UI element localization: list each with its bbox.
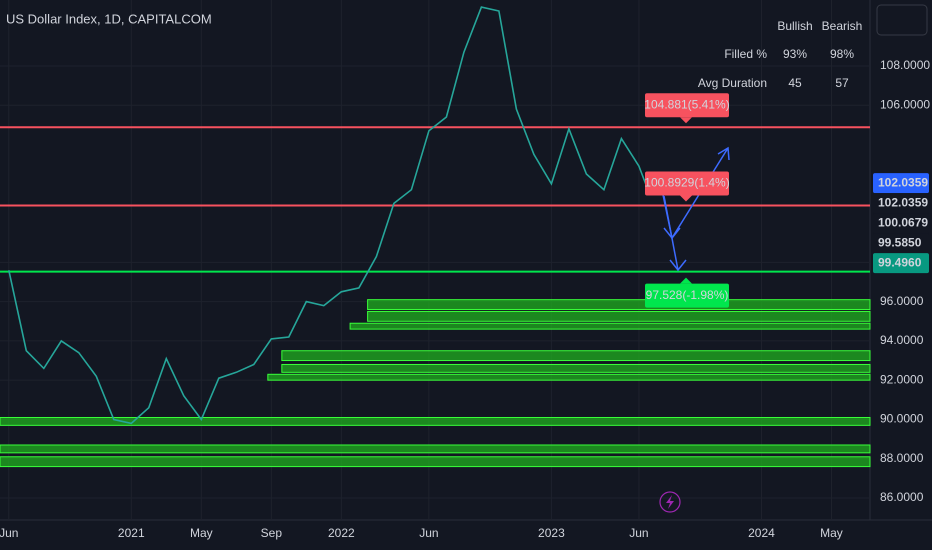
level-label: 97.528(-1.98%) xyxy=(646,288,729,302)
price xyxy=(8,6,651,425)
price-tag xyxy=(873,233,929,254)
x-tick-label: May xyxy=(820,526,843,540)
price-tag xyxy=(873,253,929,274)
y-tick-label: 88.0000 xyxy=(880,451,924,465)
x-tick-label: Jun xyxy=(629,526,648,540)
price-tag xyxy=(873,173,929,194)
level-label: 104.881(5.41%) xyxy=(644,97,729,111)
x-tick-label: 2023 xyxy=(538,526,565,540)
demand-zone xyxy=(367,299,871,310)
x-tick-label: 2021 xyxy=(118,526,145,540)
price-line xyxy=(8,6,651,425)
table-cell: 98% xyxy=(830,47,854,61)
demand-zone xyxy=(0,456,871,468)
x-tick-label: Sep xyxy=(261,526,283,540)
zones xyxy=(0,299,871,468)
chart-title: US Dollar Index, 1D, CAPITALCOM xyxy=(6,11,212,26)
y-tick-label: 108.0000 xyxy=(880,58,930,72)
arrow-head xyxy=(669,259,687,272)
demand-zone xyxy=(0,444,871,454)
price-tag-label: 102.0359 xyxy=(878,175,928,189)
levels xyxy=(0,126,870,273)
x-tick-label: 2024 xyxy=(748,526,775,540)
demand-zone xyxy=(367,310,871,322)
demand-zone xyxy=(281,350,871,362)
price-tag-label: 99.4960 xyxy=(878,255,922,269)
lightning-glyph xyxy=(666,495,674,509)
x-tick-label: Jun xyxy=(419,526,438,540)
level-label-pointer xyxy=(680,117,692,124)
demand-zone xyxy=(0,416,871,426)
arrow-head xyxy=(717,146,730,161)
price-tag-label: 102.0359 xyxy=(878,195,928,209)
toolbar-button[interactable] xyxy=(876,4,928,36)
y-tick-label: 86.0000 xyxy=(880,490,924,504)
price-tag-label: 99.5850 xyxy=(878,235,922,249)
arrow-path xyxy=(663,195,679,271)
price-tag-label: 100.0679 xyxy=(878,215,928,229)
y-tick-label: 94.0000 xyxy=(880,333,924,347)
price-tag xyxy=(873,213,929,234)
level-label: 100.8929(1.4%) xyxy=(644,176,729,190)
x-tick-label: Jun xyxy=(0,526,18,540)
demand-zone xyxy=(267,373,871,381)
level-label-pointer xyxy=(680,277,692,284)
y-tick-label: 92.0000 xyxy=(880,372,924,386)
arrow-head xyxy=(663,227,681,240)
overlay: 104.881(5.41%) 100.8929(1.4%) 97.528(-1.98… xyxy=(644,93,730,308)
demand-zone xyxy=(281,363,871,373)
table-row-label: Avg Duration xyxy=(698,76,767,90)
y-tick-label: 106.0000 xyxy=(880,97,930,111)
level-label-box xyxy=(645,171,729,196)
level-label-pointer xyxy=(680,195,692,202)
demand-zone xyxy=(349,322,871,330)
price-tag xyxy=(873,193,929,214)
table-cell: 57 xyxy=(835,76,849,90)
table-cell: 93% xyxy=(783,47,807,61)
table-header: Bearish xyxy=(822,19,863,33)
x-tick-label: May xyxy=(190,526,213,540)
y-tick-label: 96.0000 xyxy=(880,294,924,308)
level-label-box xyxy=(645,93,729,118)
table-row-label: Filled % xyxy=(724,47,767,61)
table-cell: 45 xyxy=(788,76,802,90)
x-tick-label: 2022 xyxy=(328,526,355,540)
table-header: Bullish xyxy=(777,19,812,33)
y-tick-label: 90.0000 xyxy=(880,412,924,426)
level-label-box xyxy=(645,283,729,308)
grid xyxy=(0,0,870,520)
lightning-icon[interactable] xyxy=(659,491,681,513)
